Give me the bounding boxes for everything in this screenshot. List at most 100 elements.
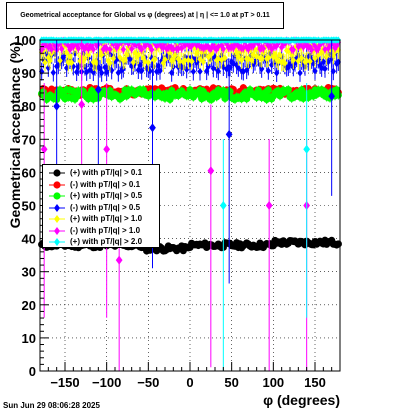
data-point xyxy=(107,59,113,67)
data-point xyxy=(107,45,113,53)
data-point xyxy=(303,144,311,154)
data-point xyxy=(48,45,55,53)
data-point xyxy=(330,67,337,75)
x-tick-label: 0 xyxy=(186,375,193,390)
x-tick-label: 50 xyxy=(224,375,238,390)
data-point xyxy=(113,44,120,52)
data-point xyxy=(260,44,267,52)
data-point xyxy=(323,52,330,60)
data-point xyxy=(90,45,97,53)
data-point xyxy=(115,255,123,265)
axes: −150 −100 −50 0 50 100 150 0 10 20 30 40 50 60 70 80 90 1… xyxy=(14,33,341,390)
x-tick-label: −50 xyxy=(137,375,159,390)
data-point xyxy=(185,56,192,64)
data-point xyxy=(215,67,222,75)
legend-label: (+) with pT/|q| > 0.1 xyxy=(70,168,143,177)
data-point xyxy=(303,57,310,65)
x-tick-label: −100 xyxy=(92,375,121,390)
legend-entry: (+) with pT/|q| > 0.5 xyxy=(43,190,159,202)
data-point xyxy=(142,57,148,66)
data-point xyxy=(63,49,70,57)
data-point xyxy=(226,87,234,96)
data-point xyxy=(334,91,342,99)
legend-marker xyxy=(49,226,65,235)
data-point xyxy=(328,91,336,101)
data-point xyxy=(42,58,48,67)
data-point xyxy=(225,129,233,139)
data-point xyxy=(127,55,133,63)
data-point xyxy=(322,45,328,53)
data-point xyxy=(148,46,155,54)
data-point xyxy=(137,61,143,69)
x-axis-label: φ (degrees) xyxy=(263,392,340,408)
data-point xyxy=(219,201,227,210)
legend-entry: (+) with pT/|q| > 2.0 xyxy=(43,236,159,248)
data-point xyxy=(147,67,153,75)
data-point xyxy=(172,51,178,60)
data-point xyxy=(108,66,115,75)
data-point xyxy=(212,53,218,61)
data-point xyxy=(142,42,148,50)
legend-marker xyxy=(49,203,65,212)
data-point xyxy=(40,144,48,154)
data-point xyxy=(103,68,110,76)
data-point xyxy=(207,51,213,59)
data-point xyxy=(182,41,188,49)
data-point xyxy=(135,51,142,59)
data-point xyxy=(78,100,86,110)
data-point xyxy=(290,56,297,64)
chart-title: Geometrical acceptance for Global vs φ (… xyxy=(6,2,284,29)
data-point xyxy=(152,55,158,63)
data-point xyxy=(227,63,233,72)
data-point xyxy=(82,54,88,63)
legend-entry: (-) with pT/|q| > 0.5 xyxy=(43,202,159,214)
data-point xyxy=(240,67,247,76)
data-point xyxy=(118,66,125,74)
data-point xyxy=(170,45,177,53)
data-point xyxy=(117,53,123,62)
legend-marker xyxy=(49,215,65,223)
data-point xyxy=(290,46,297,54)
data-point xyxy=(60,53,67,61)
legend-label: (+) with pT/|q| > 2.0 xyxy=(70,237,143,246)
data-point xyxy=(88,60,95,69)
data-point xyxy=(298,54,305,62)
data-point xyxy=(188,57,195,65)
data-point xyxy=(87,66,93,74)
data-point xyxy=(38,46,45,54)
data-point xyxy=(45,54,52,62)
data-point xyxy=(58,45,65,53)
data-point xyxy=(315,51,322,59)
data-point xyxy=(207,166,215,176)
data-point xyxy=(265,67,272,75)
y-tick-label: 40 xyxy=(22,232,36,247)
legend-label: (+) with pT/|q| > 1.0 xyxy=(70,214,143,223)
data-point xyxy=(245,45,252,53)
data-point xyxy=(115,69,122,77)
x-tick-label: 150 xyxy=(304,375,326,390)
data-point xyxy=(45,43,52,51)
x-tick-label: 100 xyxy=(262,375,284,390)
data-point xyxy=(103,144,111,154)
data-point xyxy=(120,45,127,53)
data-point xyxy=(98,69,105,77)
legend: (+) with pT/|q| > 0.1 (-) with pT/|q| > 0… xyxy=(42,164,160,248)
data-point xyxy=(308,46,315,54)
data-point xyxy=(145,58,152,67)
data-point xyxy=(182,56,188,65)
legend-entry: (-) with pT/|q| > 0.1 xyxy=(43,179,159,191)
x-tick-label: −150 xyxy=(50,375,79,390)
data-point xyxy=(264,86,272,94)
data-point xyxy=(132,41,138,49)
legend-entry: (-) with pT/|q| > 1.0 xyxy=(43,225,159,237)
data-point xyxy=(322,65,328,73)
data-point xyxy=(149,123,156,133)
y-tick-label: 70 xyxy=(22,132,36,147)
data-point xyxy=(93,42,100,50)
y-axis-label: Geometrical acceptance (%) xyxy=(7,42,23,229)
y-tick-label: 0 xyxy=(29,364,36,379)
data-point xyxy=(167,48,173,56)
legend-marker xyxy=(49,169,65,177)
data-point xyxy=(220,45,227,53)
data-point xyxy=(147,42,153,50)
